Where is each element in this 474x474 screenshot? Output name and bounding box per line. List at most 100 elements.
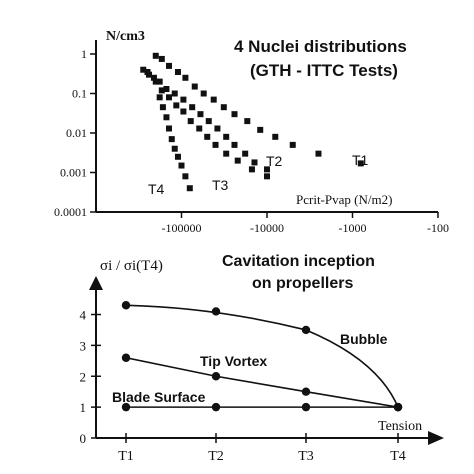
nuclei-point-t1 [231,111,238,118]
inception-line-tip-vortex [125,356,399,408]
nuclei-point-t4 [166,125,173,132]
nuclei-point-t3 [264,173,270,180]
nuclei-point-t3 [173,102,180,109]
top-subtitle: (GTH - ITTC Tests) [250,61,398,80]
top-ytick-label: 1 [81,47,87,61]
bottom-ytick-label: 0 [80,431,87,446]
series-label-t1: T1 [352,152,369,168]
nuclei-point-t1 [200,90,207,97]
inception-point-bubble [301,325,311,335]
nuclei-point-t3 [223,150,230,157]
top-xtick-label: -1000 [339,221,367,235]
bottom-xtick-label: T1 [118,449,134,464]
inception-point-blade-surface [301,402,311,412]
series-label-t4: T4 [148,181,165,197]
nuclei-point-t1 [158,55,165,62]
nuclei-point-t2 [163,85,170,92]
nuclei-point-t2 [205,118,212,125]
inception-lines [121,301,403,412]
nuclei-point-t4 [159,104,166,111]
nuclei-point-t1 [152,52,159,59]
nuclei-point-t2 [150,74,157,81]
inception-point-tip-vortex [211,372,221,381]
top-ytick-label: 0.001 [60,166,87,180]
nuclei-point-t2 [214,125,221,132]
bottom-xtick-label: T3 [298,449,314,464]
nuclei-point-t2 [223,133,230,140]
bottom-xtick-label: T2 [208,449,224,464]
inception-point-blade-surface [393,402,403,412]
nuclei-point-t3 [158,87,165,94]
nuclei-point-t1 [289,141,296,148]
nuclei-point-t1 [220,104,227,111]
line-label-bubble: Bubble [340,331,388,347]
nuclei-point-t3 [140,66,147,73]
nuclei-point-t1 [257,126,264,133]
nuclei-point-t3 [152,78,159,85]
bottom-x-arrow [428,431,444,445]
nuclei-point-t1 [191,83,198,90]
inception-point-bubble [211,307,221,316]
bottom-subtitle: on propellers [252,275,353,292]
nuclei-point-t4 [186,185,193,192]
top-xlabel: Pcrit-Pvap (N/m2) [296,192,392,207]
top-ticks: 0.0001 0.001 0.01 0.1 1 -100000 -10000 -1000 -10… [54,47,449,235]
nuclei-point-t4 [168,136,175,143]
inception-chart: 0 1 2 3 4 T1 T2 T3 T4 σi / σi(T4) Cavitation inc… [80,253,444,464]
nuclei-point-t2 [231,141,238,148]
top-xtick-label: -10000 [250,221,284,235]
inception-point-blade-surface [121,402,131,412]
bottom-ytick-label: 4 [80,308,87,323]
nuclei-point-t4 [171,145,178,152]
nuclei-point-t3 [212,141,219,148]
nuclei-point-t3 [204,133,211,140]
nuclei-point-t1 [182,74,189,81]
bottom-title: Cavitation inception [222,253,375,270]
bottom-ytick-label: 3 [80,338,87,353]
nuclei-point-t1 [244,118,251,125]
line-label-blade-surface: Blade Surface [112,389,206,405]
bottom-ytick-label: 1 [80,400,87,415]
nuclei-point-t1 [315,150,322,157]
top-ytick-label: 0.0001 [54,205,87,219]
inception-point-bubble [121,301,131,310]
nuclei-point-t1 [272,133,279,140]
nuclei-point-t4 [182,173,189,180]
nuclei-point-t2 [264,166,270,173]
line-label-tip-vortex: Tip Vortex [200,353,267,369]
nuclei-point-t2 [180,96,187,103]
inception-point-tip-vortex [121,353,131,362]
nuclei-point-t2 [242,150,249,157]
nuclei-point-t4 [163,114,170,121]
bottom-y-arrow [89,276,103,290]
top-title: 4 Nuclei distributions [234,37,407,56]
inception-point-blade-surface [211,402,221,412]
nuclei-chart: 0.0001 0.001 0.01 0.1 1 -100000 -10000 -1000 -10… [54,29,449,235]
nuclei-point-t2 [197,111,204,118]
top-ylabel: N/cm3 [106,29,145,44]
tension-label: Tension [378,419,422,434]
bottom-ytick-label: 2 [80,369,87,384]
nuclei-points [140,52,364,192]
nuclei-point-t1 [166,62,173,69]
nuclei-point-t2 [171,90,178,97]
top-ytick-label: 0.1 [72,87,87,101]
nuclei-point-t3 [196,125,203,132]
nuclei-point-t2 [251,159,258,166]
nuclei-point-t4 [156,94,163,101]
nuclei-point-t2 [156,78,163,85]
nuclei-point-t1 [210,96,217,103]
nuclei-point-t3 [234,157,241,164]
nuclei-point-t1 [357,160,364,167]
top-xtick-label: -100000 [162,221,202,235]
bottom-xtick-label: T4 [390,449,406,464]
nuclei-point-t3 [145,71,152,78]
top-xtick-label: -100 [427,221,449,235]
nuclei-point-t4 [174,153,181,160]
nuclei-point-t3 [187,118,194,125]
nuclei-point-t3 [180,108,187,115]
nuclei-point-t3 [166,94,173,101]
bottom-ticks: 0 1 2 3 4 T1 T2 T3 T4 [80,308,406,464]
bottom-ylabel: σi / σi(T4) [100,258,163,274]
